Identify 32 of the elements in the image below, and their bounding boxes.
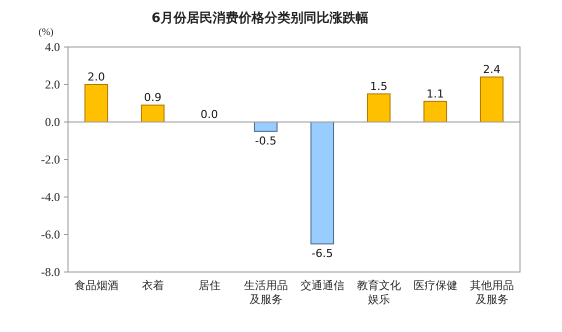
x-tick-label: 其他用品及服务	[470, 279, 514, 306]
y-tick-label: -8.0	[41, 265, 60, 279]
bar	[84, 84, 108, 122]
data-label: -6.5	[312, 246, 333, 260]
bar	[140, 104, 165, 122]
x-tick-label: 教育文化娱乐	[356, 279, 401, 306]
data-label: 0.0	[200, 108, 218, 121]
y-tick-label: 2.0	[45, 78, 60, 92]
chart-title: 6月份居民消费价格分类别同比涨跌幅	[151, 11, 369, 26]
x-tick-label: 食品烟酒	[74, 279, 118, 292]
y-tick-label: -2.0	[41, 152, 60, 166]
y-axis-title: (%)	[38, 27, 54, 38]
y-tick-label: 0.0	[45, 115, 60, 129]
bar	[480, 76, 504, 122]
x-tick-label: 交通通信	[300, 279, 344, 292]
data-label: -0.5	[255, 134, 276, 148]
y-tick-label: 4.0	[45, 40, 60, 54]
bar	[310, 122, 334, 244]
x-tick-label: 居住	[198, 279, 220, 292]
y-tick-label: -4.0	[41, 190, 60, 204]
x-tick-label: 医疗保健	[413, 279, 458, 292]
bar	[254, 122, 278, 132]
y-tick-label: -6.0	[41, 228, 60, 242]
data-label: 1.5	[370, 80, 388, 93]
data-label: 1.1	[426, 87, 444, 100]
x-tick-label: 衣着	[142, 279, 164, 292]
data-label: 2.0	[88, 70, 105, 84]
bar	[423, 100, 448, 122]
data-label: 0.9	[144, 91, 162, 104]
bar	[366, 93, 391, 122]
x-tick-label: 生活用品及服务	[244, 279, 288, 306]
data-label: 2.4	[483, 63, 500, 76]
